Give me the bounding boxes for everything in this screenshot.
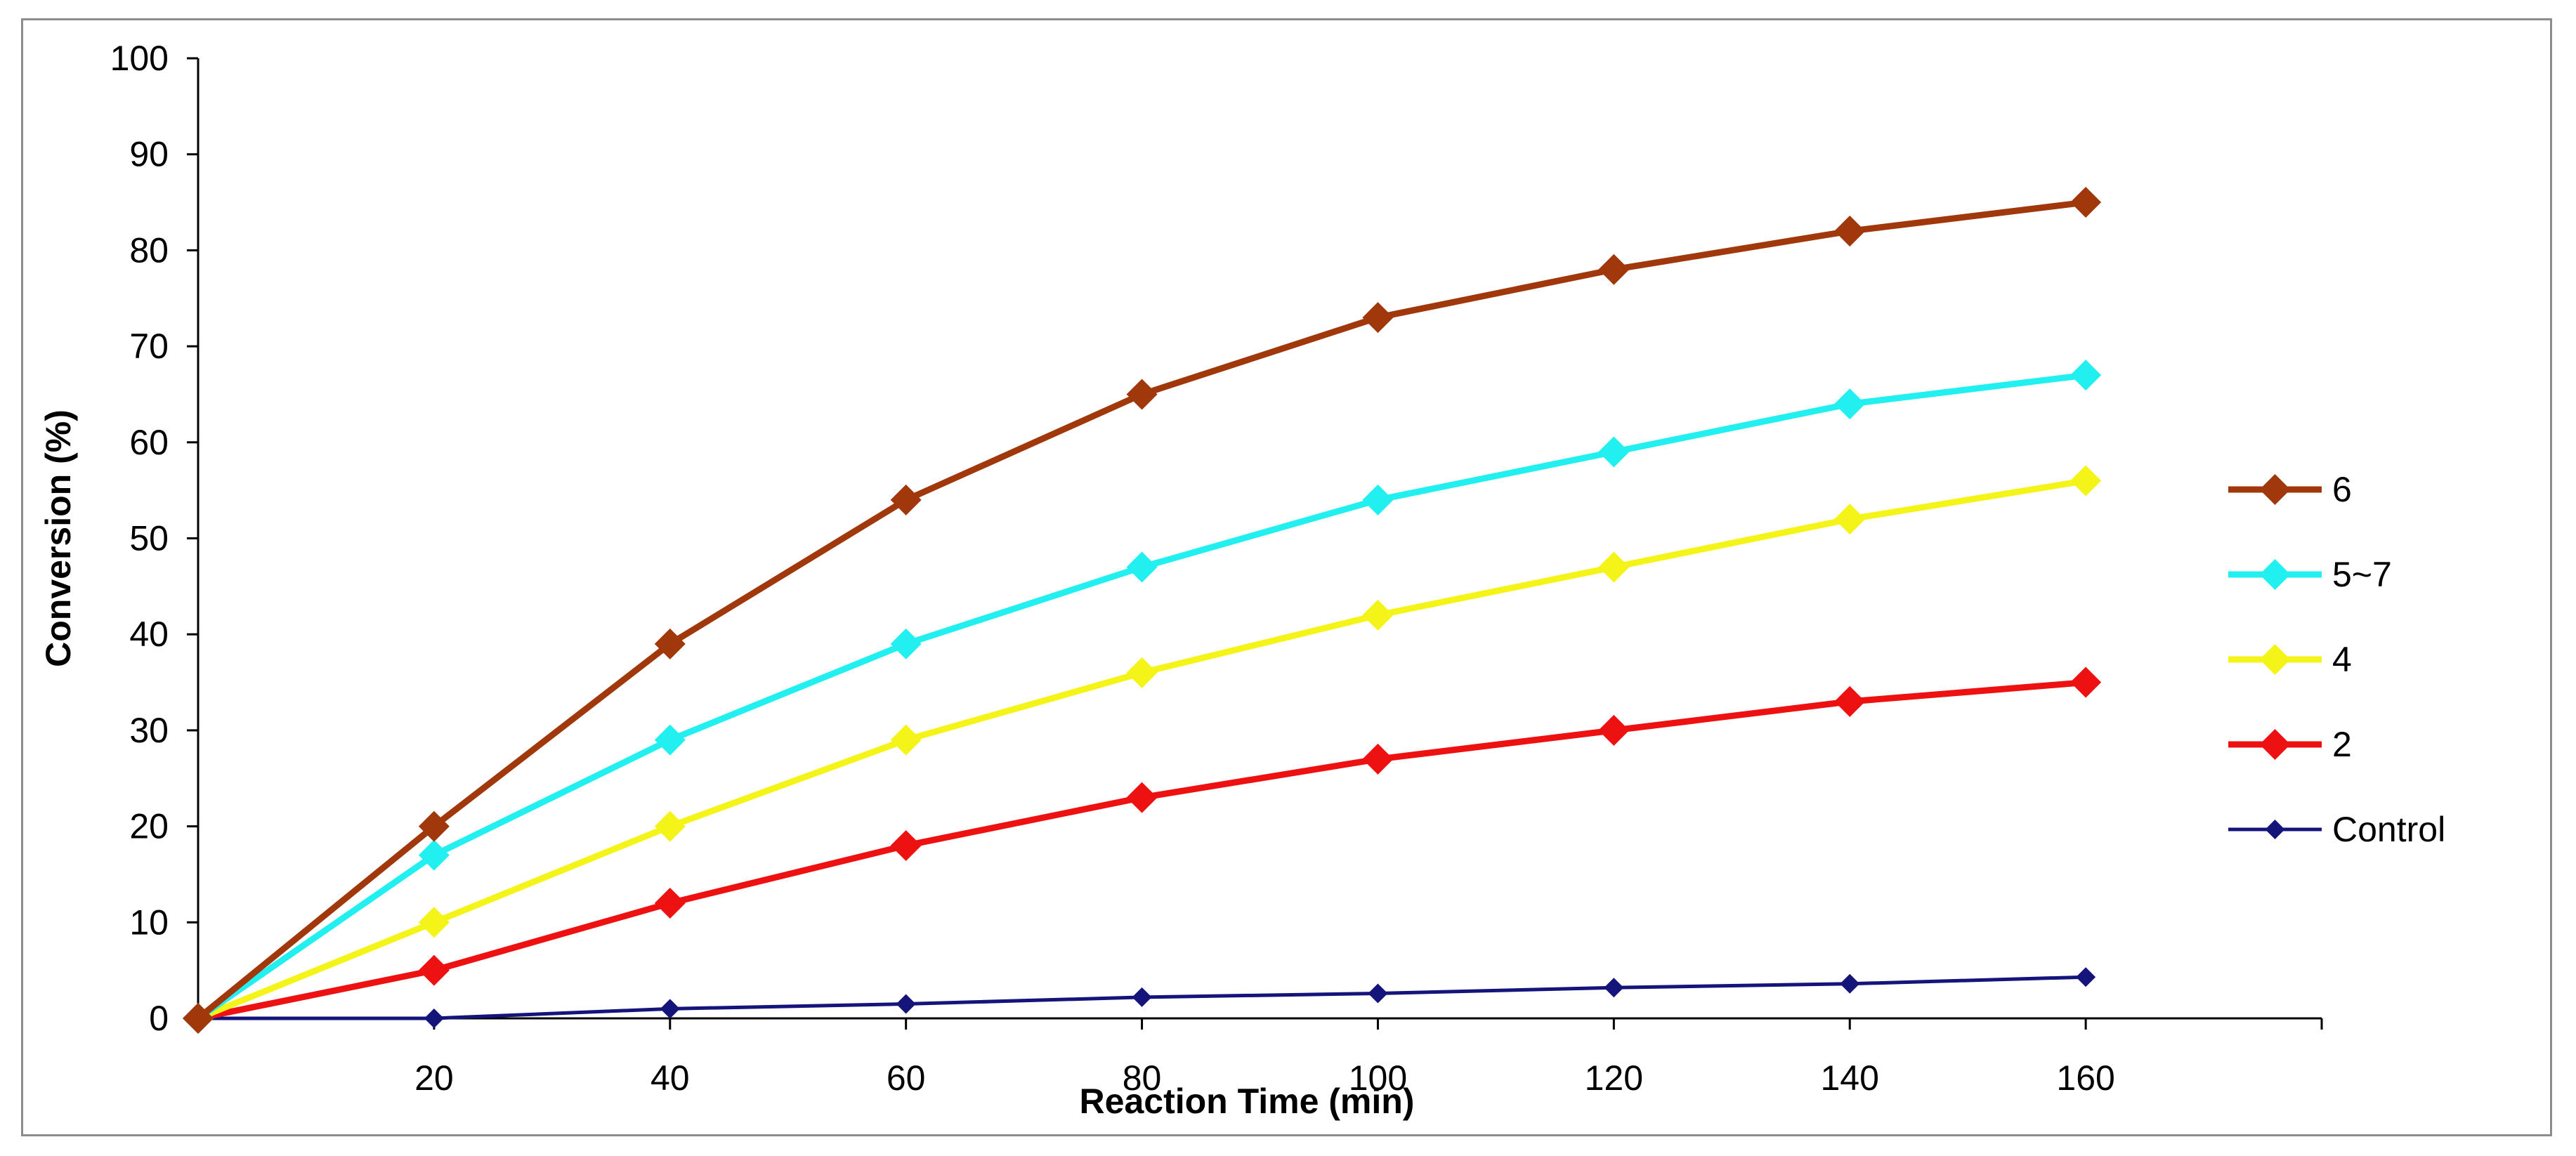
x-tick-label: 160 bbox=[2056, 1058, 2114, 1098]
y-tick-label: 60 bbox=[129, 423, 169, 462]
legend-label: Control bbox=[2332, 810, 2445, 849]
y-tick-label: 50 bbox=[129, 519, 169, 558]
data-point bbox=[1598, 254, 1630, 285]
series-5~7 bbox=[183, 360, 2102, 1034]
data-point bbox=[418, 839, 450, 871]
legend-label: 5~7 bbox=[2332, 555, 2392, 594]
data-point bbox=[418, 810, 450, 842]
data-point bbox=[1598, 714, 1630, 746]
data-point bbox=[424, 1009, 444, 1028]
y-tick-label: 100 bbox=[110, 39, 169, 78]
data-point bbox=[890, 724, 922, 756]
data-point bbox=[660, 999, 680, 1019]
series-2 bbox=[183, 666, 2102, 1034]
data-point bbox=[1840, 973, 1860, 994]
x-tick-label: 40 bbox=[650, 1058, 690, 1098]
legend-item: 4 bbox=[2228, 640, 2352, 679]
data-point bbox=[1368, 983, 1388, 1004]
data-point bbox=[1604, 978, 1624, 998]
data-point bbox=[1834, 216, 1866, 247]
x-tick-label: 140 bbox=[1821, 1058, 1879, 1098]
data-point bbox=[1362, 743, 1394, 775]
data-point bbox=[1126, 657, 1158, 688]
x-axis-title: Reaction Time (min) bbox=[1080, 1082, 1415, 1121]
data-point bbox=[654, 887, 686, 919]
y-tick-label: 70 bbox=[129, 327, 169, 366]
data-point bbox=[183, 1003, 214, 1034]
chart-frame bbox=[21, 18, 2552, 1136]
legend: 6 5~7 4 2 Control bbox=[2228, 470, 2445, 849]
legend-label: 4 bbox=[2332, 640, 2352, 679]
data-point bbox=[2070, 666, 2102, 698]
y-tick-label: 10 bbox=[129, 902, 169, 942]
axes: 0 10 20 30 40 50 60 70 80 90 100 20 40 60 80 100 120 140 1… bbox=[110, 39, 2323, 1098]
data-point bbox=[1126, 551, 1158, 583]
y-tick-label: 40 bbox=[129, 615, 169, 654]
data-point bbox=[890, 829, 922, 861]
legend-item: 2 bbox=[2228, 725, 2352, 764]
data-point bbox=[1834, 504, 1866, 535]
legend-marker bbox=[2259, 559, 2291, 590]
data-point bbox=[1834, 388, 1866, 420]
data-point bbox=[2070, 465, 2102, 497]
series-6 bbox=[183, 187, 2102, 1034]
legend-label: 6 bbox=[2332, 470, 2352, 509]
x-tick-label: 60 bbox=[887, 1058, 926, 1098]
y-tick-label: 30 bbox=[129, 711, 169, 750]
data-point bbox=[1362, 599, 1394, 631]
x-tick-label: 120 bbox=[1585, 1058, 1643, 1098]
legend-label: 2 bbox=[2332, 725, 2352, 764]
data-point bbox=[2070, 360, 2102, 391]
data-point bbox=[1834, 685, 1866, 717]
data-point bbox=[418, 954, 450, 986]
data-point bbox=[1362, 484, 1394, 515]
legend-item: 6 bbox=[2228, 470, 2352, 509]
legend-item: 5~7 bbox=[2228, 555, 2392, 594]
series-layer bbox=[183, 187, 2102, 1034]
series-line bbox=[196, 372, 2086, 1021]
legend-marker bbox=[2259, 644, 2291, 675]
x-tick-label: 20 bbox=[414, 1058, 454, 1098]
series-4 bbox=[183, 465, 2102, 1034]
data-point bbox=[1132, 987, 1152, 1007]
x-tick-label: 100 bbox=[1349, 1058, 1407, 1098]
y-tick-label: 80 bbox=[129, 230, 169, 270]
data-point bbox=[890, 484, 922, 515]
data-point bbox=[654, 724, 686, 756]
legend-marker bbox=[2265, 820, 2285, 839]
legend-marker bbox=[2259, 474, 2291, 505]
data-point bbox=[2070, 187, 2102, 218]
y-tick-label: 20 bbox=[129, 807, 169, 846]
x-tick-label: 80 bbox=[1123, 1058, 1162, 1098]
y-tick-label: 0 bbox=[149, 999, 169, 1038]
data-point bbox=[1598, 436, 1630, 468]
data-point bbox=[890, 628, 922, 659]
legend-marker bbox=[2259, 729, 2291, 760]
legend-item: Control bbox=[2228, 810, 2445, 849]
data-point bbox=[1362, 302, 1394, 334]
data-point bbox=[418, 907, 450, 938]
data-point bbox=[654, 628, 686, 659]
data-point bbox=[896, 994, 916, 1014]
data-point bbox=[2076, 967, 2096, 987]
y-tick-label: 90 bbox=[129, 135, 169, 174]
data-point bbox=[1126, 379, 1158, 410]
data-point bbox=[1126, 782, 1158, 813]
y-axis-title: Conversion (%) bbox=[39, 409, 78, 667]
series-Control bbox=[188, 967, 2096, 1028]
series-line bbox=[197, 679, 2086, 1022]
data-point bbox=[1598, 551, 1630, 583]
data-point bbox=[654, 810, 686, 842]
series-line bbox=[196, 199, 2086, 1021]
